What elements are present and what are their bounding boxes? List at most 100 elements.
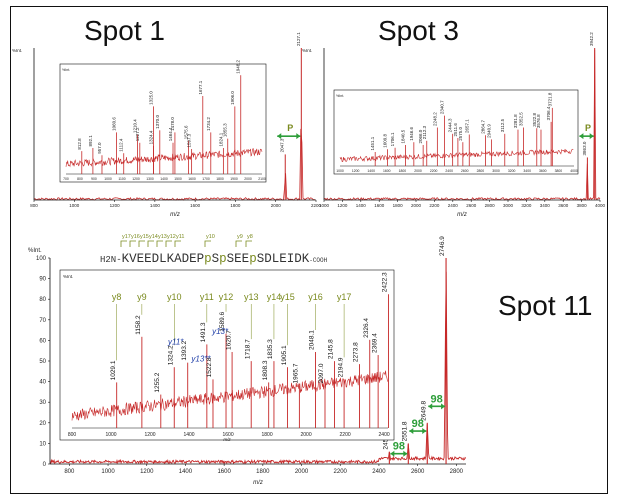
- spot1-xtick-label: 800: [30, 203, 38, 208]
- spot3-peak-label: 3863.0: [582, 141, 587, 155]
- spot11-ion-label: y11: [200, 292, 214, 302]
- spot3-inset-xtick-label: 1200: [352, 169, 360, 173]
- spot11-ion-label: y9: [137, 292, 147, 302]
- spot3-phospho-label: P: [585, 123, 591, 133]
- spot11-xtick-label: 1600: [217, 469, 231, 475]
- spot3-phospho-arrow-head-left: [579, 133, 584, 140]
- y-ion-label: y11: [176, 234, 184, 240]
- spot3-inset-peak-label: 3352.5: [518, 112, 523, 126]
- spot11-inset-peak-label: 2369.4: [371, 333, 378, 353]
- spot1-inset-peak-label: 1370.0: [155, 115, 160, 129]
- spot3-inset-xtick-label: 1600: [383, 169, 391, 173]
- spot1-xtick-label: 1800: [230, 203, 241, 208]
- spot1-inset-xtick-label: 1800: [216, 177, 224, 181]
- spot11-inset-peak-label: 1324.2: [167, 345, 174, 365]
- spot3-inset-peak-label: 1609.8: [383, 133, 388, 147]
- spot3-xtick-label: 2200: [429, 203, 440, 208]
- spot1-inset-xtick-label: 2100: [258, 177, 266, 181]
- spot1-inset-xtick-label: 900: [91, 177, 97, 181]
- y-ion-label: y12: [167, 234, 176, 240]
- spot3-inset-peak-label: 2940.9: [486, 124, 491, 138]
- spot11-xtick-label: 2600: [411, 469, 425, 475]
- spot11-inset-peak-label: 1965.7: [293, 363, 300, 383]
- spot1-inset-xtick-label: 1700: [202, 177, 210, 181]
- spot1-peak-label: 2127.1: [296, 32, 301, 46]
- spot3-inset-peak-label: 3281.8: [513, 114, 518, 128]
- spot1-xtick-label: 1400: [150, 203, 161, 208]
- spot11-inset-xtick-label: 1800: [261, 432, 272, 438]
- spot11-ytick-label: 10: [39, 441, 46, 447]
- spot3-peak-label: 3942.2: [589, 32, 594, 46]
- spot1-inset-frame: [59, 63, 267, 183]
- spot11-ylabel: %Int.: [28, 248, 42, 254]
- spot11-title: Spot 11: [498, 290, 592, 321]
- spot11-inset-peak-label: 2048.1: [309, 330, 316, 350]
- spot3-inset-xtick-label: 1000: [336, 169, 344, 173]
- sequence-phospho-mark: p: [219, 252, 227, 266]
- y-ion-label: y8: [247, 234, 253, 240]
- spot3-inset-ylabel: %Int.: [336, 94, 344, 98]
- spot11-chart: %Int. 0 10 20 30 40 50 60 70 80 90 100 800 1000 1200 14…: [28, 234, 467, 486]
- spot3-xtick-label: 3400: [540, 203, 551, 208]
- spot3-xtick-label: 1200: [337, 203, 348, 208]
- spot11-inset-peak-label: 2097.0: [318, 363, 325, 383]
- spot11-inset-peak-label: 1905.1: [281, 345, 288, 365]
- spot3-xtick-label: 2000: [411, 203, 422, 208]
- spot11-inset-peak-label: 1835.3: [267, 339, 274, 359]
- spot11-loss-label: 98: [393, 441, 405, 453]
- spot1-phospho-arrow-head-left: [277, 133, 282, 140]
- spot1-inset-peak-label: 1948.2: [236, 59, 241, 73]
- spot11-peak-label: 2746.9: [439, 236, 446, 256]
- spot1-xtick-label: 1200: [110, 203, 121, 208]
- spot3-inset-xtick-label: 2400: [445, 169, 453, 173]
- spot3-xtick-label: 3800: [577, 203, 588, 208]
- spot11-ion-label: y8: [112, 292, 122, 302]
- spot11-ytick-label: 80: [39, 297, 46, 303]
- spot11-ion-label: y14: [267, 292, 282, 302]
- spot11-trace: [49, 271, 467, 465]
- spot11-inset-peak-label: 1589.6: [219, 311, 226, 331]
- spot11-xtick-label: 1400: [179, 469, 193, 475]
- spot1-xtick-label: 2000: [271, 203, 282, 208]
- spot3-phospho-arrow-head-right: [589, 133, 594, 140]
- spot11-inset-frame: [59, 269, 395, 441]
- sequence-segment: KVEEDLKADEP: [122, 252, 205, 266]
- spot3-inset-peak-label: 3576.8: [536, 114, 541, 128]
- spot1-inset-peak-label: 1060.6: [111, 117, 116, 131]
- spot3-inset-peak-label: 1706.1: [390, 132, 395, 146]
- spot1-inset-peak-label: 1855.3: [223, 123, 228, 137]
- spot1-chart: %Int. 800 1000 1200 1400 1600 1800 2000 2200 m/z 2…: [12, 32, 322, 218]
- spot3-inset-peak-label: 1840.5: [401, 129, 406, 143]
- spot11-inset-ylabel: %Int.: [63, 274, 73, 279]
- spot11-loss-arrow-head-left: [409, 428, 414, 435]
- spot11-ytick-label: 60: [39, 338, 46, 344]
- spot1-inset-peak-label: 1464.4: [168, 127, 173, 141]
- spot11-ion-label: y17: [337, 292, 352, 302]
- spot11-ion-label: y10: [167, 292, 182, 302]
- spot3-inset-peak-label: 2444.3: [448, 118, 453, 132]
- y-ion-bracket: [147, 240, 154, 247]
- spot11-loss-label: 98: [431, 393, 443, 405]
- spot1-inset: 700 800 900 1000 1100 1200 1300 1400 1500 1600 170…: [59, 59, 267, 183]
- spot1-xtick-label: 1000: [69, 203, 80, 208]
- spot3-inset-xtick-label: 3200: [508, 169, 516, 173]
- sequence-phospho-mark: p: [249, 252, 257, 266]
- spot11-inset-xtick-label: 1200: [144, 432, 155, 438]
- spot11-ytick-label: 70: [39, 318, 46, 324]
- spot11-inset-xlabel: m/z: [223, 437, 231, 442]
- y-ion-label: y9: [237, 234, 243, 240]
- spot3-inset-peak-label: 3721.8: [547, 92, 552, 106]
- spot1-inset-trace: [65, 148, 263, 168]
- spot3-xtick-label: 1800: [393, 203, 404, 208]
- spot11-ytick-label: 90: [39, 277, 46, 283]
- spot11-ytick-label: 40: [39, 380, 46, 386]
- spot3-inset-xtick-label: 3400: [523, 169, 531, 173]
- spot3-inset-xtick-label: 2600: [461, 169, 469, 173]
- spot1-inset-peak-label: 1112.4: [119, 138, 124, 152]
- figure-frame: [10, 6, 608, 494]
- spot3-inset-peak-label: 3112.5: [500, 118, 505, 132]
- spot1-phospho-label: P: [287, 123, 293, 133]
- sequence-n-term: H2N-: [100, 255, 122, 265]
- spot3-xtick-label: 1400: [356, 203, 367, 208]
